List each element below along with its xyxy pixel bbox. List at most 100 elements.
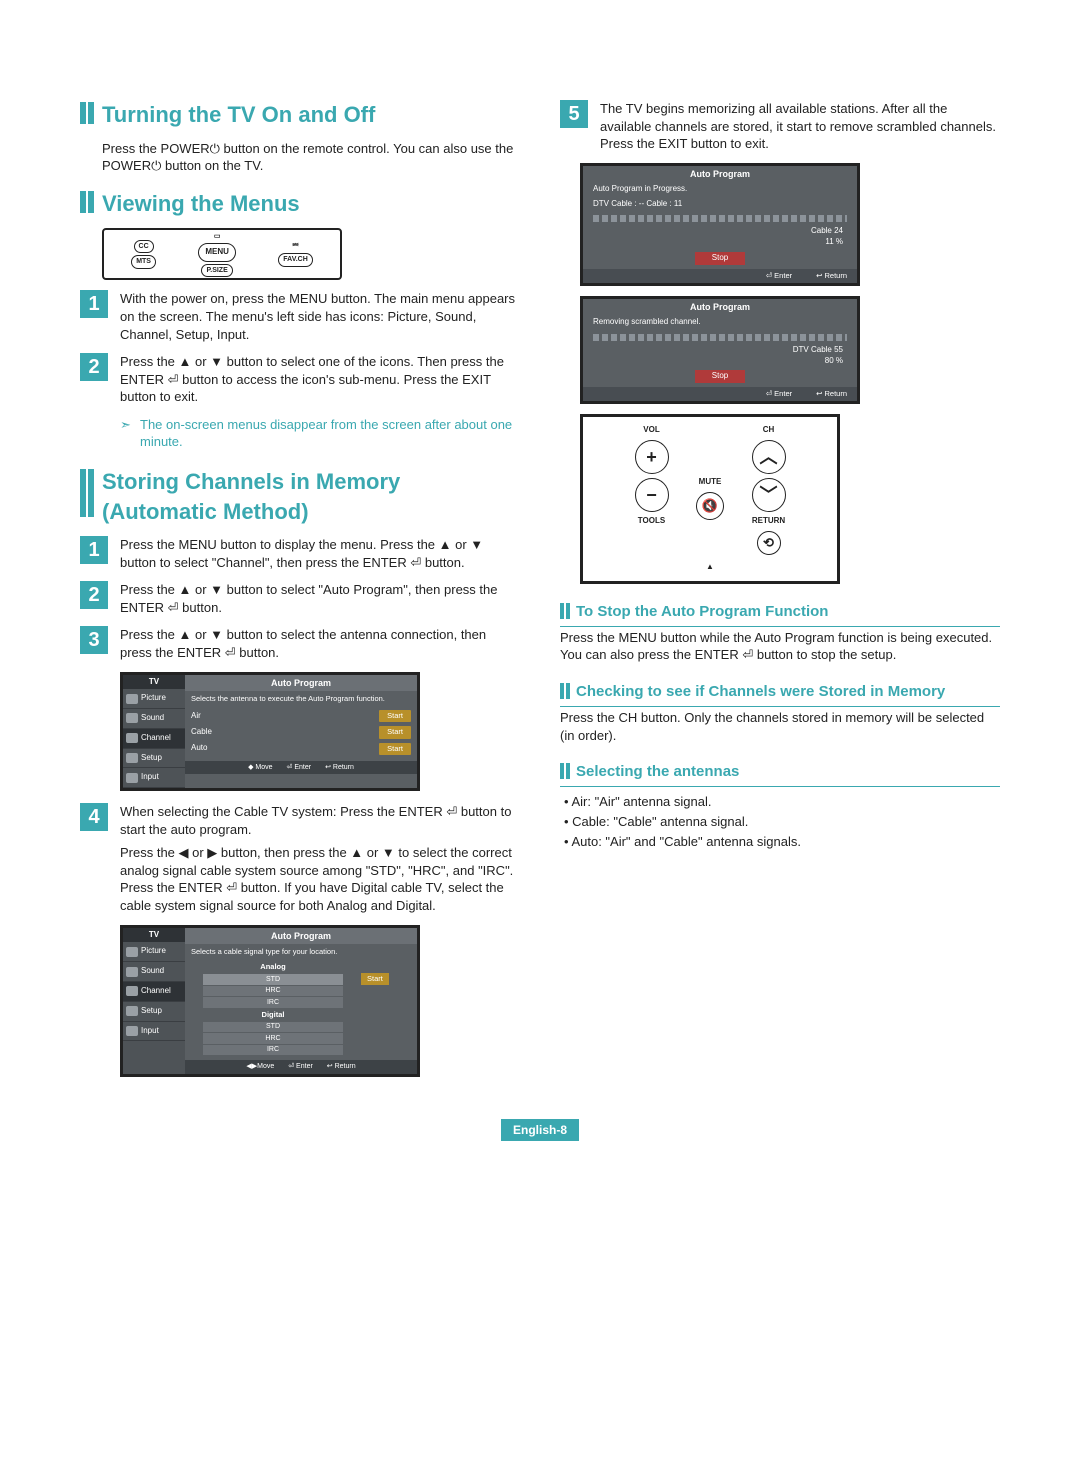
osd-side-item: Input bbox=[123, 1022, 185, 1042]
remote-mts-button: MTS bbox=[131, 255, 156, 268]
antenna-bullets: Air: "Air" antenna signal. Cable: "Cable"… bbox=[560, 793, 1000, 850]
subheading-selecting-antennas: Selecting the antennas bbox=[560, 762, 1000, 787]
step-text: Press the MENU button to display the men… bbox=[120, 536, 520, 571]
osd-side-item: Picture bbox=[123, 689, 185, 709]
osd-start-button: Start bbox=[379, 726, 411, 738]
menu-icon bbox=[126, 1026, 138, 1036]
osd-side-item: Channel bbox=[123, 729, 185, 749]
osd-progress-2: Auto Program Removing scrambled channel.… bbox=[580, 296, 860, 404]
osd-auto-program-cable: TV PictureSoundChannelSetupInput Auto Pr… bbox=[120, 925, 420, 1077]
up-arrow-icon: ▲ bbox=[706, 562, 714, 573]
osd-info: Cable 24 bbox=[583, 226, 857, 237]
remote-vol-label: VOL bbox=[643, 425, 659, 436]
osd-analog-header: Analog bbox=[191, 961, 355, 973]
remote-speaker-icon: ⎃ bbox=[293, 242, 299, 251]
osd-side-item: Picture bbox=[123, 942, 185, 962]
step-number-icon: 2 bbox=[80, 353, 108, 381]
remote-snippet: CC MTS ▭ MENU P.SIZE ⎃ FAV.CH bbox=[102, 228, 342, 280]
osd-foot-item: ⏎ Enter bbox=[766, 271, 792, 281]
heading-viewing-menus: Viewing the Menus bbox=[80, 189, 520, 219]
text-power-intro: Press the POWER⏻ button on the remote co… bbox=[80, 140, 520, 175]
menu-icon bbox=[126, 947, 138, 957]
page-number: English-8 bbox=[501, 1119, 579, 1141]
osd-foot-item: ↩ Return bbox=[325, 763, 354, 772]
osd-option: STD bbox=[203, 974, 343, 984]
heading-turning-tv: Turning the TV On and Off bbox=[80, 100, 520, 130]
remote-indicator-icon: ▭ bbox=[214, 232, 221, 241]
osd-title: Auto Program bbox=[185, 928, 417, 944]
step-text: Press the ▲ or ▼ button to select one of… bbox=[120, 353, 520, 406]
remote-ch-label: CH bbox=[763, 425, 775, 436]
text-check-stored: Press the CH button. Only the channels s… bbox=[560, 709, 1000, 744]
step-number-icon: 2 bbox=[80, 581, 108, 609]
osd-desc: Selects the antenna to execute the Auto … bbox=[191, 695, 411, 704]
list-item: Auto: "Air" and "Cable" antenna signals. bbox=[564, 833, 1000, 851]
osd-line: Removing scrambled channel. bbox=[583, 315, 857, 330]
osd-foot-item: ⏎ Enter bbox=[287, 763, 312, 772]
step-number-icon: 1 bbox=[80, 290, 108, 318]
osd-side-item: Channel bbox=[123, 982, 185, 1002]
osd-option: IRC bbox=[203, 1045, 343, 1055]
osd-row: CableStart bbox=[191, 724, 411, 740]
menu-icon bbox=[126, 713, 138, 723]
step-view-2: 2 Press the ▲ or ▼ button to select one … bbox=[80, 353, 520, 406]
remote-psize-button: P.SIZE bbox=[201, 264, 232, 277]
osd-option: HRC bbox=[203, 986, 343, 996]
step-text: The TV begins memorizing all available s… bbox=[600, 100, 1000, 153]
list-item: Cable: "Cable" antenna signal. bbox=[564, 813, 1000, 831]
osd-title: Auto Program bbox=[583, 299, 857, 315]
list-item: Air: "Air" antenna signal. bbox=[564, 793, 1000, 811]
step-number-icon: 3 bbox=[80, 626, 108, 654]
subheading-check-stored: Checking to see if Channels were Stored … bbox=[560, 682, 1000, 707]
osd-side-item: Setup bbox=[123, 749, 185, 769]
osd-digital-header: Digital bbox=[191, 1009, 355, 1021]
progress-bar-icon bbox=[593, 215, 847, 222]
osd-stop-button: Stop bbox=[695, 252, 745, 265]
menu-icon bbox=[126, 967, 138, 977]
menu-icon bbox=[126, 733, 138, 743]
menu-icon bbox=[126, 694, 138, 704]
step-number-icon: 5 bbox=[560, 100, 588, 128]
osd-side-item: Sound bbox=[123, 962, 185, 982]
remote-panel: VOL + − TOOLS CH ︿ ﹀ RETURN ⟲ MUTE 🔇 ▲ bbox=[580, 414, 840, 583]
step-store-5: 5 The TV begins memorizing all available… bbox=[560, 100, 1000, 153]
subheading-stop-auto: To Stop the Auto Program Function bbox=[560, 602, 1000, 627]
osd-side-item: Input bbox=[123, 768, 185, 788]
osd-foot-item: ◆ Move bbox=[248, 763, 272, 772]
osd-info: 11 % bbox=[583, 237, 857, 248]
remote-ch-up-button: ︿ bbox=[752, 440, 786, 474]
osd-info: DTV Cable 55 bbox=[583, 345, 857, 356]
osd-stop-button: Stop bbox=[695, 370, 745, 383]
remote-vol-up-button: + bbox=[635, 440, 669, 474]
osd-foot-item: ◀▶Move bbox=[246, 1062, 274, 1071]
menu-icon bbox=[126, 773, 138, 783]
osd-line: DTV Cable : -- Cable : 11 bbox=[583, 197, 857, 212]
osd-option: IRC bbox=[203, 997, 343, 1007]
menu-icon bbox=[126, 1006, 138, 1016]
osd-side-item: Sound bbox=[123, 709, 185, 729]
step-number-icon: 1 bbox=[80, 536, 108, 564]
osd-title: Auto Program bbox=[185, 675, 417, 691]
heading-storing-channels: Storing Channels in Memory (Automatic Me… bbox=[80, 467, 520, 526]
osd-side-item: Setup bbox=[123, 1002, 185, 1022]
note-menu-timeout: The on-screen menus disappear from the s… bbox=[80, 416, 520, 451]
menu-icon bbox=[126, 986, 138, 996]
osd-auto-program-antenna: TV PictureSoundChannelSetupInput Auto Pr… bbox=[120, 672, 420, 792]
remote-mute-label: MUTE bbox=[699, 477, 722, 488]
osd-foot-item: ⏎ Enter bbox=[766, 389, 792, 399]
osd-tv-label: TV bbox=[123, 675, 185, 690]
osd-tv-label: TV bbox=[123, 928, 185, 943]
progress-bar-icon bbox=[593, 334, 847, 341]
step-number-icon: 4 bbox=[80, 803, 108, 831]
osd-line: Auto Program in Progress. bbox=[583, 182, 857, 197]
step-store-2: 2 Press the ▲ or ▼ button to select "Aut… bbox=[80, 581, 520, 616]
step-text: With the power on, press the MENU button… bbox=[120, 290, 520, 343]
step-view-1: 1 With the power on, press the MENU butt… bbox=[80, 290, 520, 343]
osd-title: Auto Program bbox=[583, 166, 857, 182]
osd-foot-item: ⏎ Enter bbox=[288, 1062, 313, 1071]
osd-start-button: Start bbox=[379, 710, 411, 722]
osd-row: AirStart bbox=[191, 708, 411, 724]
step-text: When selecting the Cable TV system: Pres… bbox=[120, 803, 520, 838]
osd-foot-item: ↩ Return bbox=[327, 1062, 356, 1071]
step-store-3: 3 Press the ▲ or ▼ button to select the … bbox=[80, 626, 520, 661]
